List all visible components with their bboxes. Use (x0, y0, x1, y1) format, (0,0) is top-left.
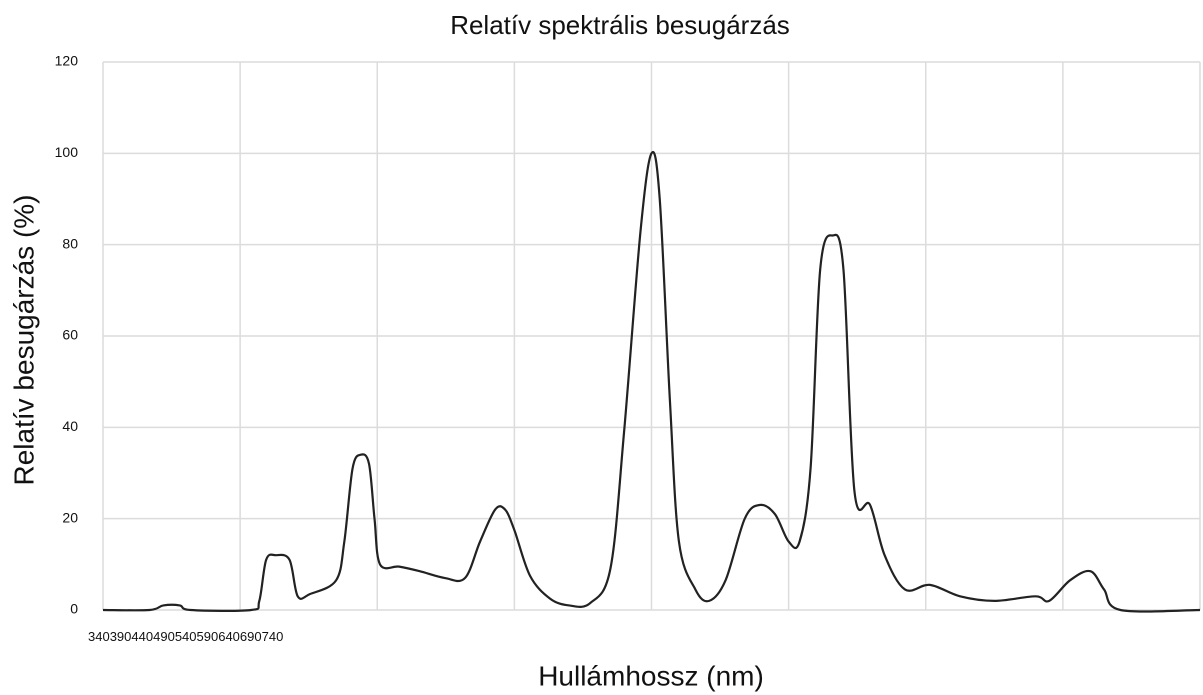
x-tick-label: 590 (197, 629, 219, 644)
y-tick-label: 120 (55, 53, 79, 69)
y-tick-label: 80 (62, 235, 78, 251)
x-tick-label: 690 (240, 629, 262, 644)
x-axis-label: Hullámhossz (nm) (538, 660, 764, 691)
y-tick-label: 40 (62, 418, 78, 434)
y-tick-label: 60 (62, 327, 78, 343)
x-tick-label: 740 (262, 629, 284, 644)
y-tick-label: 0 (70, 601, 78, 617)
x-tick-label: 440 (131, 629, 153, 644)
x-tick-label: 540 (175, 629, 197, 644)
data-line (102, 150, 1201, 613)
chart-title: Relatív spektrális besugárzás (450, 10, 790, 40)
x-tick-label: 640 (218, 629, 240, 644)
y-tick-label: 100 (55, 144, 79, 160)
y-axis-label: Relatív besugárzás (%) (8, 194, 39, 485)
x-tick-label: 490 (153, 629, 175, 644)
x-tick-labels: 340390440490540590640690740 (88, 629, 283, 644)
y-tick-label: 20 (62, 509, 78, 525)
x-tick-label: 340 (88, 629, 110, 644)
plot (102, 150, 1201, 613)
grid (102, 61, 1201, 611)
x-tick-label: 390 (110, 629, 132, 644)
